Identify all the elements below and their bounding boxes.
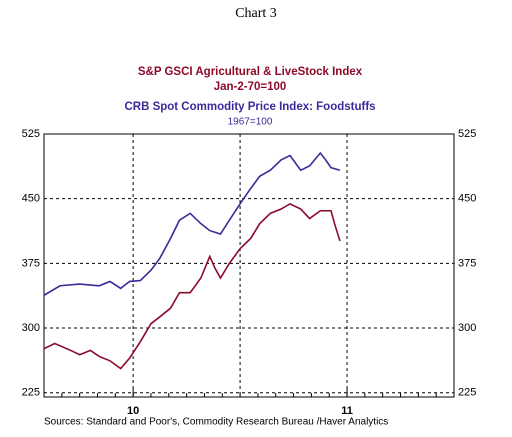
series-subtitle: Jan-2-70=100 — [214, 81, 287, 93]
y2-tick-label: 300 — [458, 322, 476, 334]
series-line — [43, 151, 341, 296]
chart-title: Chart 3 — [235, 6, 277, 21]
y-tick-label: 525 — [22, 128, 40, 140]
x-tick-label: 10 — [127, 405, 139, 417]
y2-tick-label: 525 — [458, 128, 476, 140]
y-tick-label: 450 — [22, 193, 40, 205]
series-subtitle: 1967=100 — [228, 117, 273, 128]
series-line — [43, 202, 341, 370]
y-tick-label: 375 — [22, 257, 40, 269]
y2-tick-label: 225 — [458, 387, 476, 399]
series-title: CRB Spot Commodity Price Index: Foodstuf… — [124, 101, 375, 113]
x-tick-label: 11 — [341, 405, 353, 417]
source: Sources: Standard and Poor's, Commodity … — [44, 417, 388, 428]
y2-tick-label: 375 — [458, 257, 476, 269]
y-tick-label: 300 — [22, 322, 40, 334]
series-title: S&P GSCI Agricultural & LiveStock Index — [138, 66, 363, 78]
plot-frame — [43, 133, 455, 398]
y2-tick-label: 450 — [458, 193, 476, 205]
y-tick-label: 225 — [22, 387, 40, 399]
